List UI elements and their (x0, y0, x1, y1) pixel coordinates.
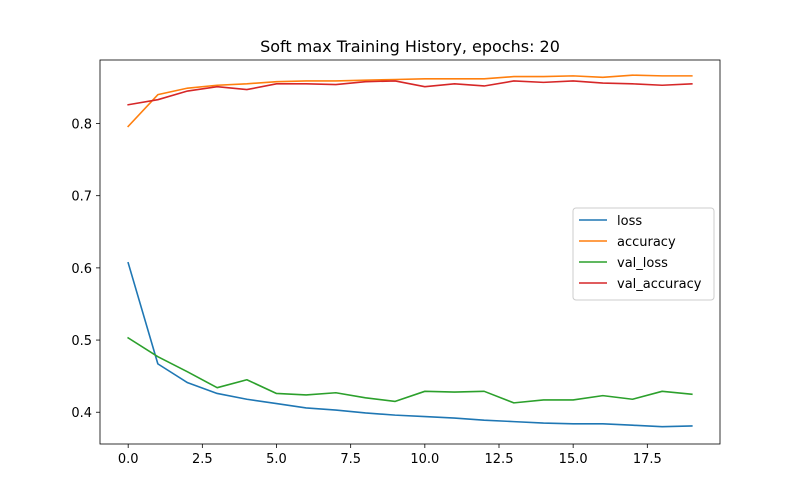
legend-label-loss: loss (617, 214, 642, 229)
x-tick-label: 17.5 (633, 452, 662, 467)
legend: loss accuracy val_loss val_accuracy (572, 207, 715, 301)
series-line-loss (127, 261, 693, 428)
y-tick-label: 0.4 (71, 406, 92, 421)
series-line-accuracy (127, 74, 693, 128)
legend-box (572, 207, 715, 301)
x-tick-label: 2.5 (192, 452, 213, 467)
x-tick-label: 12.5 (485, 452, 514, 467)
y-tick-label: 0.8 (71, 118, 92, 133)
chart-title: Soft max Training History, epochs: 20 (260, 37, 560, 56)
legend-label-val-accuracy: val_accuracy (617, 277, 702, 292)
y-tick-label: 0.5 (71, 334, 92, 349)
x-tick-label: 7.5 (340, 452, 361, 467)
x-tick-label: 10.0 (410, 452, 439, 467)
plot-area: 0.0 2.5 5.0 7.5 10.0 12.5 15.0 17.5 0.4 0.5 0.6 0.7… (71, 59, 721, 467)
series-line-val-accuracy (127, 80, 693, 106)
axes-frame (99, 59, 721, 445)
x-tick-label: 5.0 (266, 452, 287, 467)
legend-label-accuracy: accuracy (617, 235, 676, 250)
legend-label-val-loss: val_loss (617, 256, 668, 271)
y-tick-label: 0.7 (71, 190, 92, 205)
x-tick-label: 0.0 (118, 452, 139, 467)
y-tick-label: 0.6 (71, 262, 92, 277)
x-tick-label: 15.0 (559, 452, 588, 467)
series-line-val-loss (127, 336, 693, 404)
